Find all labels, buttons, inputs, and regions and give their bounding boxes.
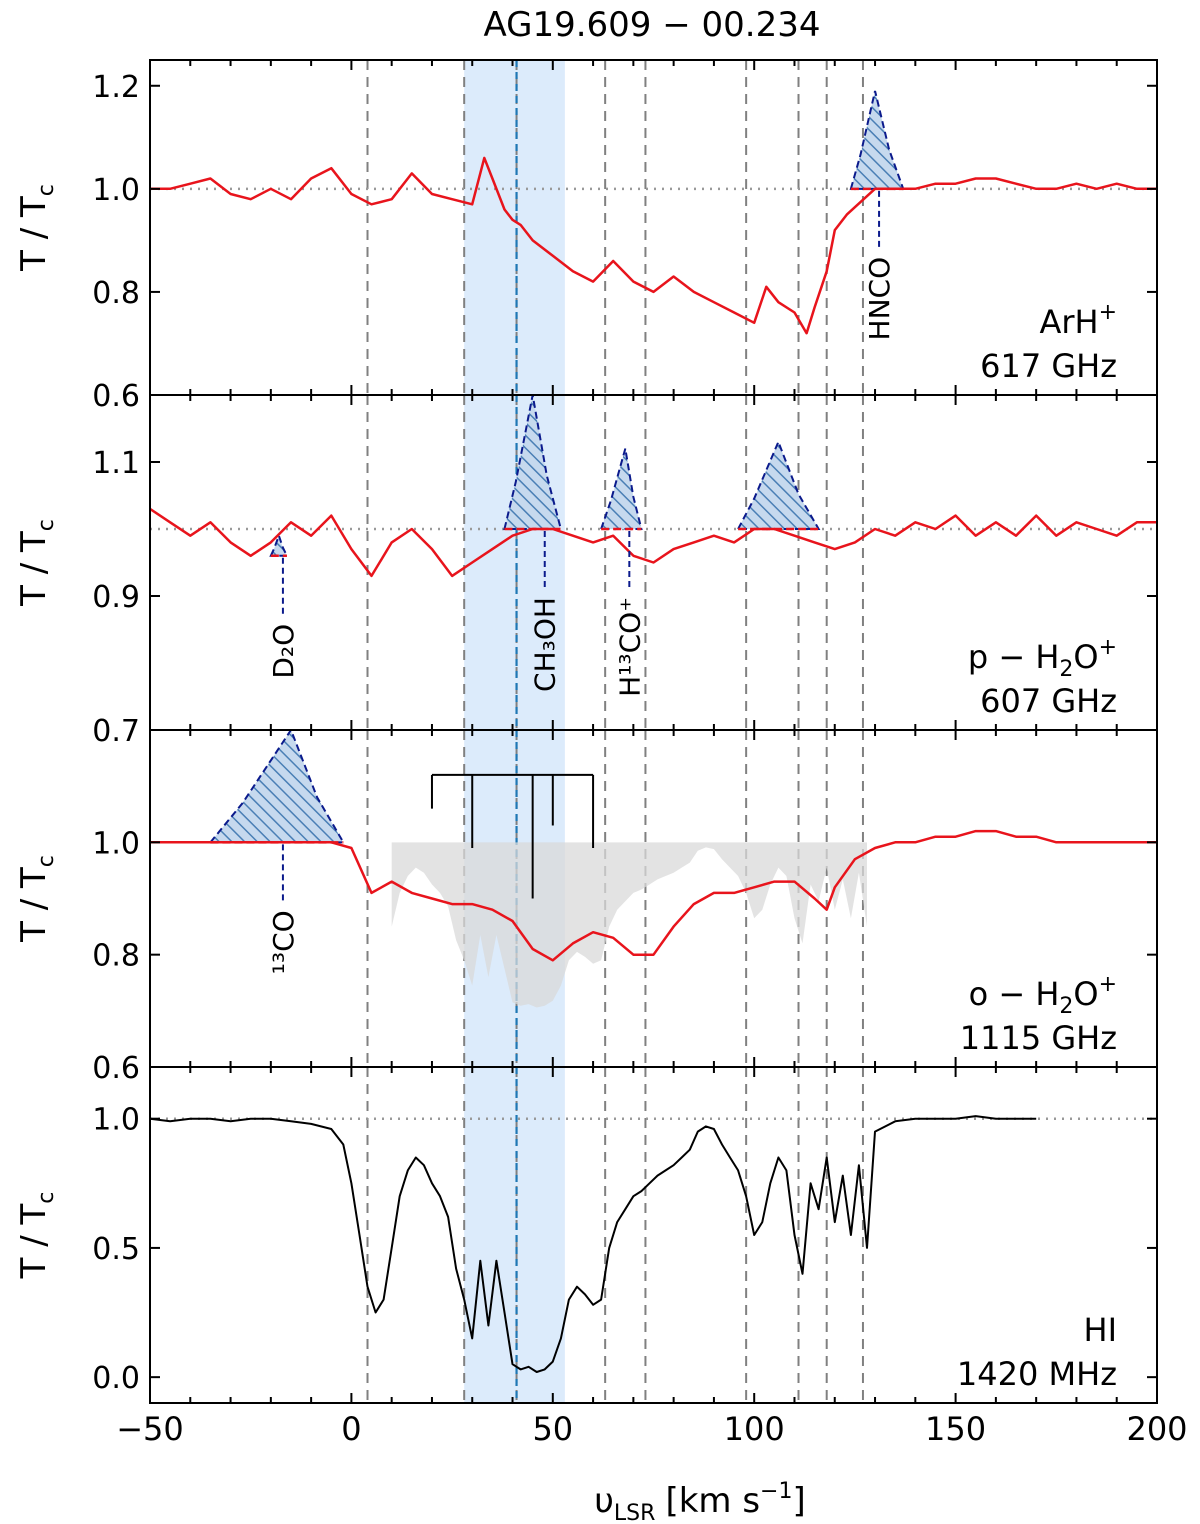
species-label-part: 2 — [1059, 994, 1073, 1019]
y-tick-label: 0.9 — [92, 580, 140, 615]
y-axis-label-sub: c — [34, 855, 59, 867]
panel-2: ¹³CO 0.6 0.8 1.0 T / Tc o − H2O+1115 GHz — [14, 729, 1158, 1086]
y-axis-label-main: T / T — [14, 1204, 54, 1280]
y-tick-label: 0.6 — [92, 1051, 140, 1086]
y-axis-label-sub: c — [34, 1192, 59, 1204]
panel-plot-area — [150, 730, 1157, 1067]
y-tick-label: 1.2 — [92, 70, 140, 105]
x-axis-label: υLSR [km s−1] — [594, 1479, 806, 1524]
species-label-part: p − H — [968, 638, 1060, 676]
y-tick-label: 0.8 — [92, 939, 140, 974]
blend-hatch — [736, 439, 821, 530]
y-tick-label: 0.0 — [92, 1361, 140, 1396]
blend-label: H¹³CO⁺ — [613, 597, 646, 697]
blend-label: ¹³CO — [267, 910, 300, 974]
spectrum-line — [150, 507, 1157, 578]
y-tick-label: 0.6 — [92, 379, 140, 414]
x-tick-label: 150 — [925, 1410, 986, 1448]
x-tick-label: 100 — [724, 1410, 785, 1448]
panel-plot-area — [150, 1067, 1157, 1403]
blend-hatch — [503, 395, 563, 530]
blend-label: CH₃OH — [529, 597, 562, 692]
svg-text:υLSR[km s−1]: υLSR [km s−1] — [594, 1479, 806, 1524]
species-label-part: + — [1099, 972, 1117, 997]
x-tick-label: 50 — [532, 1410, 573, 1448]
frequency-label: 617 GHz — [980, 347, 1117, 385]
panel-plot-area — [150, 60, 1157, 395]
y-axis-label-main: T / T — [14, 531, 54, 607]
frequency-label: 607 GHz — [980, 682, 1117, 720]
species-label: o − H2O+ — [969, 972, 1117, 1019]
panel-1: D₂O CH₃OH H¹³CO⁺ 0.7 0.9 1.1 T / Tc p − H2O+607… — [14, 394, 1158, 749]
species-label-part: O — [1073, 638, 1098, 676]
spectrum-line — [150, 1115, 1037, 1373]
x-axis-label-close: ] — [792, 1481, 805, 1521]
x-tick-label: 0 — [341, 1410, 361, 1448]
blend-hatch — [208, 730, 346, 844]
blend-label: HNCO — [863, 257, 896, 341]
y-axis-label: T / Tc — [14, 1192, 59, 1280]
species-label-part: O — [1073, 975, 1098, 1013]
y-axis-label: T / Tc — [14, 184, 59, 272]
systemic-band — [464, 1067, 565, 1403]
panel-3: 0.0 0.5 1.0 T / Tc HI 1420 MHz — [14, 1066, 1158, 1404]
scaled-hi-fill — [391, 842, 867, 1008]
y-tick-label: 1.0 — [92, 826, 140, 861]
frequency-label: 1115 GHz — [960, 1019, 1117, 1057]
y-axis-label-sub: c — [34, 519, 59, 531]
y-axis-label: T / Tc — [14, 519, 59, 607]
y-axis-label-sub: c — [34, 184, 59, 196]
y-tick-label: 0.7 — [92, 714, 140, 749]
panel-plot-area — [150, 395, 1157, 730]
species-label: p − H2O+ — [968, 635, 1117, 682]
spectrum-line — [150, 829, 1157, 962]
species-label-part: o − H — [969, 975, 1060, 1013]
species-label: HI — [1084, 1311, 1118, 1349]
y-tick-label: 1.1 — [92, 446, 140, 481]
systemic-band — [464, 395, 565, 730]
panel-frame — [149, 59, 1158, 396]
x-tick-label: 200 — [1126, 1410, 1187, 1448]
blend-hatch — [599, 448, 643, 530]
species-label-part: 2 — [1059, 657, 1073, 682]
y-tick-label: 0.8 — [92, 276, 140, 311]
systemic-band — [464, 60, 565, 395]
species-label-part: HI — [1084, 1311, 1118, 1349]
panel-frame — [149, 1066, 1158, 1404]
x-axis-label-sup: −1 — [760, 1479, 792, 1504]
x-axis-label-sub: LSR — [614, 1501, 656, 1524]
species-label-part: ArH — [1039, 303, 1098, 341]
y-tick-label: 1.0 — [92, 173, 140, 208]
blend-hatch — [849, 90, 905, 190]
species-label-part: + — [1099, 300, 1117, 325]
species-label-part: + — [1099, 635, 1117, 660]
x-tick-label: −50 — [116, 1410, 184, 1448]
y-tick-label: 1.0 — [92, 1103, 140, 1138]
frequency-label: 1420 MHz — [957, 1355, 1117, 1393]
species-label: ArH+ — [1039, 300, 1117, 341]
x-axis-label-units: [km s — [665, 1481, 760, 1521]
y-tick-label: 0.5 — [92, 1232, 140, 1267]
spectrum-line — [150, 156, 1157, 335]
y-axis-label-main: T / T — [14, 867, 54, 943]
blend-label: D₂O — [267, 624, 300, 679]
y-axis-label-main: T / T — [14, 196, 54, 272]
chart-title: AG19.609 − 00.234 — [483, 5, 820, 45]
y-axis-label: T / Tc — [14, 855, 59, 943]
x-axis-label-main: υ — [594, 1481, 614, 1521]
